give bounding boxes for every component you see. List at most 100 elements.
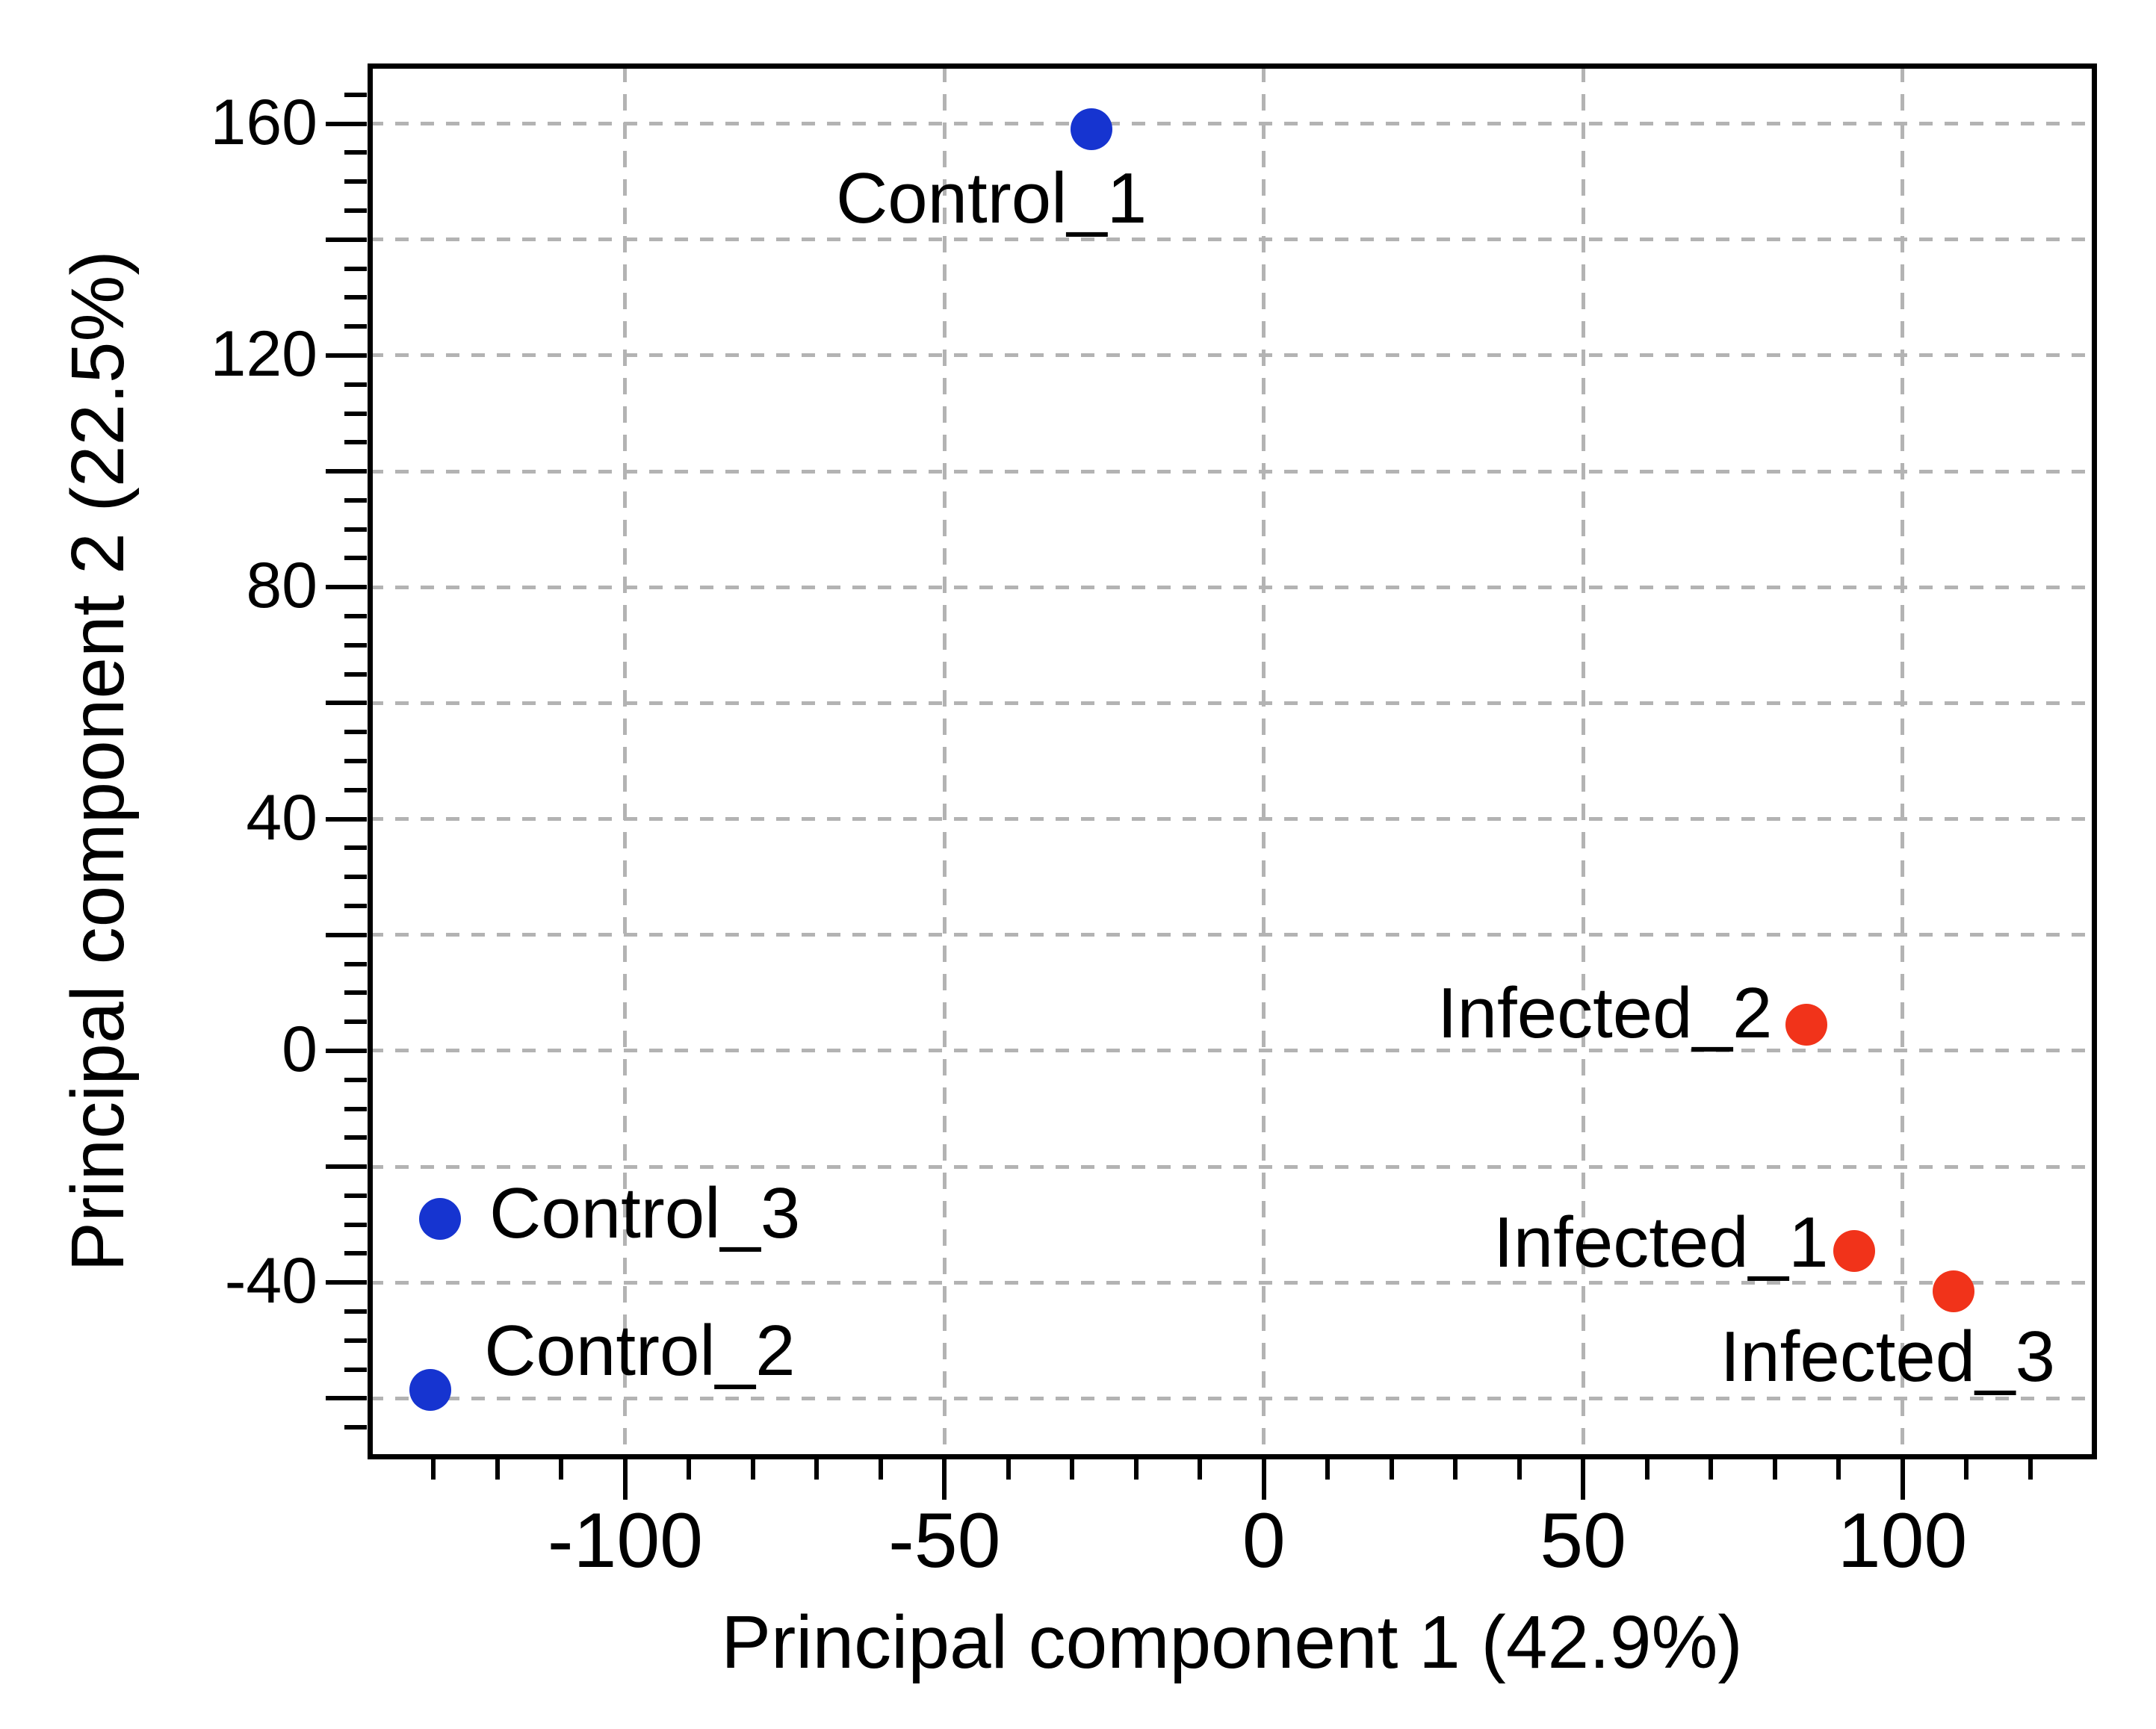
y-major-tick--40: [326, 1280, 367, 1285]
y-axis-title: Principal component 2 (22.5%): [56, 250, 140, 1272]
x-minor-tick--110: [559, 1459, 564, 1480]
x-tick-label-100: 100: [1837, 1497, 1968, 1584]
y-minor-tick-85: [344, 556, 367, 561]
y-minor-tick--5: [344, 1077, 367, 1082]
y-minor-tick-15: [344, 961, 367, 966]
y-minor-tick-70: [344, 642, 367, 648]
data-point-control_3: [419, 1197, 462, 1240]
x-tick-label--100: -100: [547, 1497, 703, 1584]
y-minor-tick-155: [344, 150, 367, 155]
y-minor-tick-25: [344, 903, 367, 908]
y-tick-label-80: 80: [246, 550, 317, 622]
y-major-tick-100: [326, 469, 367, 474]
point-label-control_1: Control_1: [835, 158, 1147, 239]
x-minor-tick-30: [1453, 1459, 1458, 1480]
y-major-tick-0: [326, 1048, 367, 1053]
x-minor-tick-110: [1964, 1459, 1969, 1480]
x-major-tick-50: [1581, 1459, 1586, 1500]
y-minor-tick-115: [344, 382, 367, 387]
gridline-y--40: [370, 1280, 2094, 1285]
gridline-y-140: [370, 238, 2094, 242]
x-minor-tick--40: [1006, 1459, 1011, 1480]
x-minor-tick--120: [495, 1459, 500, 1480]
data-point-control_1: [1070, 108, 1112, 151]
gridline-x-50: [1581, 66, 1585, 1456]
y-minor-tick-110: [344, 411, 367, 416]
y-tick-label-40: 40: [246, 781, 317, 854]
x-minor-tick-10: [1325, 1459, 1331, 1480]
y-minor-tick--45: [344, 1309, 367, 1314]
gridline-y-40: [370, 817, 2094, 822]
y-minor-tick-125: [344, 324, 367, 329]
data-point-infected_2: [1785, 1004, 1828, 1046]
y-minor-tick-105: [344, 440, 367, 445]
x-minor-tick--80: [750, 1459, 755, 1480]
y-minor-tick-50: [344, 759, 367, 763]
y-minor-tick-165: [344, 92, 367, 97]
y-minor-tick-135: [344, 266, 367, 271]
point-label-infected_1: Infected_1: [1493, 1202, 1829, 1282]
y-major-tick-80: [326, 585, 367, 590]
x-tick-label-0: 0: [1242, 1497, 1286, 1584]
y-minor-tick-150: [344, 179, 367, 184]
y-major-tick--60: [326, 1396, 367, 1401]
x-major-tick--50: [942, 1459, 947, 1500]
x-minor-tick-80: [1772, 1459, 1777, 1480]
y-minor-tick--30: [344, 1222, 367, 1227]
y-major-tick-60: [326, 701, 367, 706]
gridline-y-160: [370, 122, 2094, 126]
point-label-infected_3: Infected_3: [1720, 1316, 2055, 1397]
y-major-tick-120: [326, 353, 367, 358]
data-point-infected_3: [1932, 1270, 1974, 1312]
y-minor-tick-130: [344, 295, 367, 300]
y-minor-tick-55: [344, 730, 367, 735]
gridline-y--60: [370, 1396, 2094, 1400]
y-minor-tick--10: [344, 1106, 367, 1111]
y-minor-tick--55: [344, 1367, 367, 1372]
y-minor-tick--65: [344, 1425, 367, 1430]
x-minor-tick-90: [1836, 1459, 1841, 1480]
y-major-tick-40: [326, 816, 367, 822]
x-axis-title: Principal component 1 (42.9%): [721, 1601, 1743, 1684]
x-minor-tick--60: [878, 1459, 883, 1480]
y-minor-tick-35: [344, 845, 367, 851]
point-label-control_2: Control_2: [484, 1310, 796, 1391]
gridline-x--100: [623, 66, 628, 1456]
point-label-infected_2: Infected_2: [1437, 973, 1773, 1053]
y-major-tick-160: [326, 121, 367, 126]
x-major-tick-100: [1900, 1459, 1905, 1500]
y-minor-tick-65: [344, 671, 367, 677]
x-tick-label-50: 50: [1540, 1497, 1626, 1584]
y-tick-label-120: 120: [210, 317, 318, 390]
gridline-x-100: [1901, 66, 1905, 1456]
gridline-y-100: [370, 469, 2094, 474]
data-point-infected_1: [1833, 1229, 1876, 1272]
gridline-x-0: [1262, 66, 1266, 1456]
x-major-tick-0: [1261, 1459, 1266, 1500]
y-minor-tick--35: [344, 1251, 367, 1256]
x-minor-tick-20: [1389, 1459, 1394, 1480]
plot-border: [367, 63, 2097, 1459]
y-major-tick--20: [326, 1164, 367, 1170]
x-tick-label--50: -50: [888, 1497, 1001, 1584]
y-minor-tick-45: [344, 787, 367, 792]
y-minor-tick-75: [344, 614, 367, 619]
gridline-x--50: [942, 66, 947, 1456]
y-minor-tick--15: [344, 1135, 367, 1140]
y-tick-label-160: 160: [210, 86, 318, 158]
gridline-y-0: [370, 1049, 2094, 1053]
x-minor-tick--70: [814, 1459, 820, 1480]
gridline-y-120: [370, 353, 2094, 358]
point-label-control_3: Control_3: [489, 1173, 801, 1253]
gridline-y-80: [370, 585, 2094, 589]
x-major-tick--100: [622, 1459, 628, 1500]
y-major-tick-140: [326, 237, 367, 242]
x-minor-tick--130: [431, 1459, 436, 1480]
x-minor-tick--20: [1133, 1459, 1139, 1480]
y-minor-tick-30: [344, 875, 367, 880]
y-minor-tick--50: [344, 1338, 367, 1343]
y-tick-label--40: -40: [224, 1245, 317, 1317]
gridline-y--20: [370, 1164, 2094, 1169]
x-minor-tick--90: [687, 1459, 692, 1480]
